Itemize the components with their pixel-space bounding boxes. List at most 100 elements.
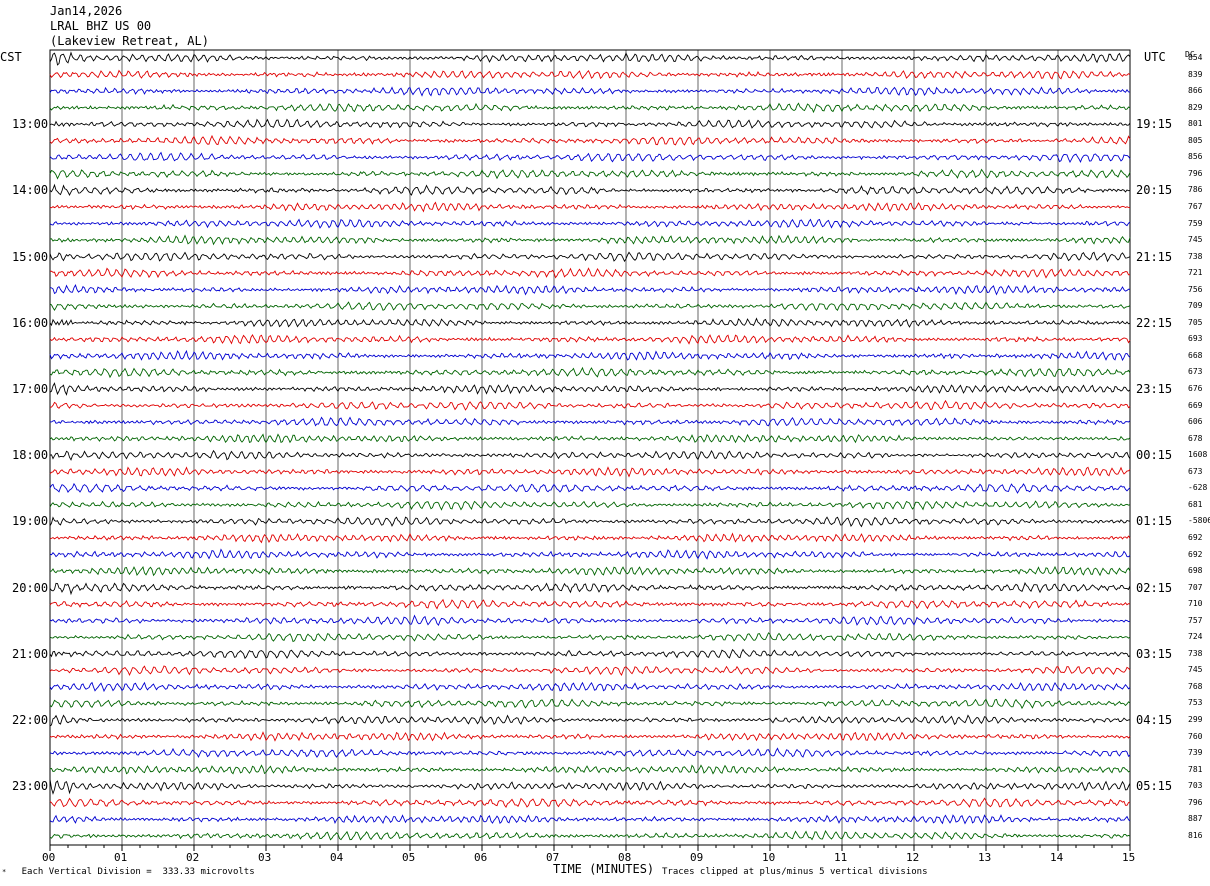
trace-line xyxy=(49,565,1131,577)
dc-offset-label: 721 xyxy=(1188,268,1203,277)
trace-line xyxy=(49,500,1131,511)
dc-offset-label: 709 xyxy=(1188,301,1203,310)
dc-offset-label: 1608 xyxy=(1188,450,1208,459)
trace-line xyxy=(49,830,1131,841)
dc-offset-label: 673 xyxy=(1188,467,1203,476)
x-tick-label: 11 xyxy=(834,851,848,864)
right-hour-label: 05:15 xyxy=(1136,779,1173,793)
x-tick-label: 13 xyxy=(978,851,992,864)
dc-offset-label: 829 xyxy=(1188,103,1203,112)
right-timezone-label: UTC xyxy=(1144,50,1166,64)
trace-line xyxy=(49,614,1131,626)
footer-scale-text: Each Vertical Division = 333.33 microvol… xyxy=(21,867,255,877)
dc-offset-label: 705 xyxy=(1188,318,1203,327)
left-hour-label: 22:00 xyxy=(12,713,49,727)
dc-offset-label: 745 xyxy=(1188,235,1203,244)
left-hour-label: 16:00 xyxy=(12,316,49,330)
right-hour-label: 04:15 xyxy=(1136,713,1173,727)
trace-line xyxy=(49,747,1131,758)
dc-label: DC xyxy=(1185,50,1195,59)
dc-offset-label: 693 xyxy=(1188,334,1203,343)
trace-line xyxy=(49,51,1131,66)
header-location: (Lakeview Retreat, AL) xyxy=(50,34,209,48)
trace-line xyxy=(49,532,1131,544)
dc-offset-label: 710 xyxy=(1188,599,1203,608)
trace-line xyxy=(49,714,1131,727)
dc-offset-label: 739 xyxy=(1188,748,1203,757)
trace-line xyxy=(49,466,1131,478)
dc-offset-label: 753 xyxy=(1188,698,1203,707)
right-hour-label: 21:15 xyxy=(1136,250,1173,264)
x-tick-label: 03 xyxy=(258,851,272,864)
x-axis-label: TIME (MINUTES) xyxy=(553,862,655,876)
trace-line xyxy=(49,366,1131,379)
left-hour-label: 20:00 xyxy=(12,581,49,595)
dc-offset-label: 692 xyxy=(1188,550,1203,559)
dc-offset-label: 673 xyxy=(1188,367,1203,376)
dc-offset-label: 756 xyxy=(1188,285,1203,294)
dc-offset-label: 745 xyxy=(1188,665,1203,674)
right-hour-label: 00:15 xyxy=(1136,448,1173,462)
dc-offset-label: 606 xyxy=(1188,417,1203,426)
trace-line xyxy=(49,134,1131,146)
trace-line xyxy=(49,482,1131,494)
left-hour-label: 14:00 xyxy=(12,183,49,197)
x-tick-label: 10 xyxy=(762,851,776,864)
trace-line xyxy=(49,349,1131,362)
trace-line xyxy=(49,698,1131,710)
header-date: Jan14,2026 xyxy=(50,4,123,18)
left-hour-label: 17:00 xyxy=(12,382,49,396)
trace-line xyxy=(49,201,1131,213)
dc-offset-label: 866 xyxy=(1188,86,1203,95)
dc-offset-label: 759 xyxy=(1188,219,1203,228)
x-tick-label: 01 xyxy=(114,851,128,864)
footer-scale-mark: * xyxy=(2,868,7,876)
trace-line xyxy=(49,731,1131,742)
x-tick-label: 15 xyxy=(1122,851,1136,864)
x-tick-label: 00 xyxy=(42,851,56,864)
trace-line xyxy=(49,632,1131,643)
trace-line xyxy=(49,218,1131,229)
trace-line xyxy=(49,548,1131,560)
dc-offset-label: 760 xyxy=(1188,732,1203,741)
dc-offset-label: 678 xyxy=(1188,434,1203,443)
dc-offset-label: -5806 xyxy=(1188,516,1210,525)
trace-line xyxy=(49,317,1131,328)
trace-line xyxy=(49,102,1131,114)
dc-offset-label: 801 xyxy=(1188,119,1203,128)
dc-offset-label: 757 xyxy=(1188,616,1203,625)
right-hour-label: 23:15 xyxy=(1136,382,1173,396)
trace-line xyxy=(49,598,1131,610)
dc-offset-label: 681 xyxy=(1188,500,1203,509)
left-hour-label: 21:00 xyxy=(12,647,49,661)
trace-line xyxy=(49,433,1131,444)
dc-offset-label: -628 xyxy=(1188,483,1208,492)
dc-offset-label: 854 xyxy=(1188,53,1203,62)
plot-frame xyxy=(49,49,1131,846)
header-station: LRAL BHZ US 00 xyxy=(50,19,152,33)
trace-line xyxy=(49,648,1131,660)
trace-line xyxy=(49,301,1131,312)
left-hour-label: 19:00 xyxy=(12,514,49,528)
x-tick-label: 02 xyxy=(186,851,200,864)
footer-clip-note: Traces clipped at plus/minus 5 vertical … xyxy=(662,867,928,877)
trace-line xyxy=(49,69,1131,80)
dc-offset-label: 768 xyxy=(1188,682,1203,691)
trace-line xyxy=(49,168,1131,180)
dc-offset-label: 805 xyxy=(1188,136,1203,145)
trace-line xyxy=(49,86,1131,97)
trace-line xyxy=(49,779,1131,795)
dc-offset-label: 669 xyxy=(1188,401,1203,410)
trace-line xyxy=(49,382,1131,396)
trace-line xyxy=(49,797,1131,808)
trace-line xyxy=(49,665,1131,677)
left-hour-label: 15:00 xyxy=(12,250,49,264)
x-tick-label: 05 xyxy=(402,851,416,864)
dc-offset-label: 786 xyxy=(1188,185,1203,194)
right-hour-label: 01:15 xyxy=(1136,514,1173,528)
dc-offset-label: 796 xyxy=(1188,169,1203,178)
x-tick-label: 07 xyxy=(546,851,560,864)
trace-line xyxy=(49,449,1131,461)
dc-offset-label: 856 xyxy=(1188,152,1203,161)
x-tick-label: 08 xyxy=(618,851,632,864)
